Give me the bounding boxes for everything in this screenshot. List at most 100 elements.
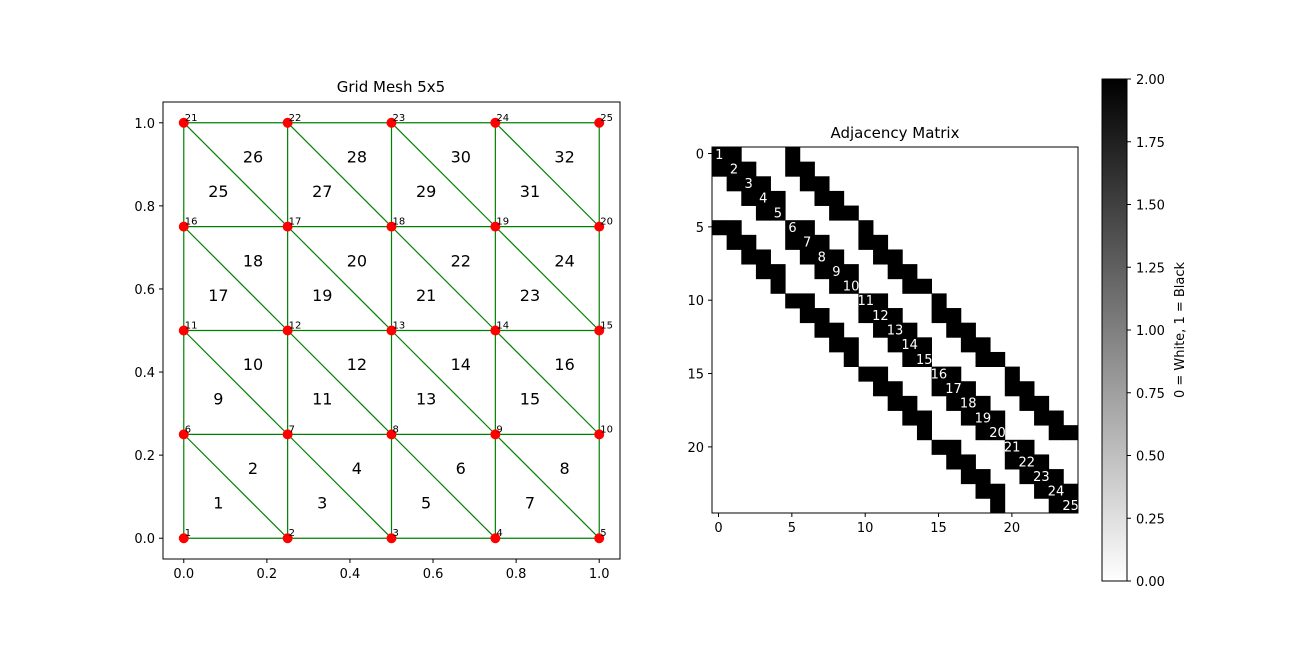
matrix-cell bbox=[1034, 395, 1050, 411]
matrix-cell bbox=[785, 220, 801, 236]
mesh-node-label: 5 bbox=[600, 528, 606, 539]
mesh-x-tick-label: 0.6 bbox=[423, 567, 444, 582]
adjacency-chart: Adjacency Matrix 12345678910111213141516… bbox=[687, 124, 1079, 536]
matrix-cell bbox=[873, 249, 889, 265]
matrix-diagonal-label: 17 bbox=[945, 382, 962, 397]
matrix-diagonal-label: 5 bbox=[774, 206, 782, 221]
matrix-cell bbox=[887, 322, 903, 338]
matrix-diagonal-label: 7 bbox=[803, 236, 811, 251]
mesh-element-label: 32 bbox=[554, 147, 574, 166]
matrix-cell bbox=[829, 190, 845, 206]
matrix-cell bbox=[843, 205, 859, 221]
matrix-cell bbox=[785, 147, 801, 163]
mesh-element-label: 19 bbox=[312, 286, 332, 305]
matrix-cell bbox=[814, 322, 830, 338]
matrix-cell bbox=[755, 249, 771, 265]
mesh-node bbox=[594, 325, 605, 336]
matrix-cell bbox=[887, 337, 903, 353]
mesh-element-label: 25 bbox=[208, 182, 228, 201]
matrix-cell bbox=[946, 322, 962, 338]
matrix-cell bbox=[975, 410, 991, 426]
colorbar-tick-label: 1.75 bbox=[1136, 136, 1165, 151]
matrix-cell bbox=[946, 381, 962, 397]
matrix-x-ticks: 0 5 10 15 20 bbox=[714, 513, 1020, 536]
mesh-element-label: 28 bbox=[347, 147, 367, 166]
matrix-cell bbox=[1019, 454, 1035, 470]
mesh-element-label: 31 bbox=[520, 182, 540, 201]
matrix-cell bbox=[726, 176, 742, 192]
mesh-edge-diagonal bbox=[391, 122, 496, 228]
matrix-diagonal-labels: 1234567891011121314151617181920212223242… bbox=[715, 148, 1078, 513]
matrix-y-ticks: 0 5 10 15 20 bbox=[687, 148, 712, 456]
matrix-cell bbox=[887, 395, 903, 411]
matrix-diagonal-label: 10 bbox=[843, 280, 860, 295]
matrix-cell bbox=[1048, 410, 1064, 426]
mesh-node bbox=[178, 325, 189, 336]
matrix-cell bbox=[814, 264, 830, 280]
matrix-y-tick-label: 5 bbox=[696, 221, 704, 236]
matrix-cell bbox=[799, 308, 815, 324]
matrix-cell bbox=[829, 278, 845, 294]
matrix-cell bbox=[741, 190, 757, 206]
matrix-cell bbox=[814, 234, 830, 250]
mesh-x-tick-label: 0.4 bbox=[340, 567, 361, 582]
matrix-cell bbox=[770, 205, 786, 221]
mesh-x-tick-label: 0.2 bbox=[257, 567, 278, 582]
mesh-node-label: 10 bbox=[600, 424, 613, 435]
matrix-cell bbox=[960, 322, 976, 338]
matrix-cell bbox=[799, 220, 815, 236]
colorbar-tick-label: 1.50 bbox=[1136, 199, 1165, 214]
matrix-diagonal-label: 11 bbox=[857, 294, 874, 309]
matrix-x-tick-label: 5 bbox=[788, 521, 796, 536]
matrix-cell bbox=[712, 220, 728, 236]
mesh-node-label: 12 bbox=[289, 321, 302, 332]
matrix-cell bbox=[887, 264, 903, 280]
matrix-axes-frame bbox=[711, 146, 1079, 514]
mesh-node-label: 15 bbox=[600, 321, 613, 332]
matrix-cell bbox=[799, 249, 815, 265]
matrix-cell bbox=[960, 469, 976, 485]
matrix-cell bbox=[741, 176, 757, 192]
matrix-cell bbox=[799, 293, 815, 309]
matrix-diagonal-label: 6 bbox=[788, 221, 796, 236]
mesh-y-tick-label: 1.0 bbox=[134, 117, 155, 132]
matrix-cell bbox=[829, 322, 845, 338]
mesh-element-label: 2 bbox=[248, 459, 258, 478]
matrix-cell bbox=[1063, 425, 1078, 441]
mesh-node bbox=[178, 429, 189, 440]
matrix-cell bbox=[1034, 469, 1050, 485]
matrix-cell bbox=[843, 278, 859, 294]
matrix-diagonal-label: 13 bbox=[887, 324, 904, 339]
matrix-cell bbox=[916, 337, 932, 353]
matrix-cell bbox=[726, 220, 742, 236]
matrix-cell bbox=[843, 351, 859, 367]
matrix-diagonal-label: 12 bbox=[872, 309, 889, 324]
matrix-cell bbox=[990, 498, 1006, 513]
colorbar: 0.00 0.25 0.50 0.75 1.00 1.25 1.50 1.75 2.00 0 =… bbox=[1101, 73, 1188, 590]
matrix-cell bbox=[858, 366, 874, 382]
matrix-cell bbox=[1004, 454, 1020, 470]
matrix-cells bbox=[712, 147, 1078, 513]
matrix-cell bbox=[990, 483, 1006, 499]
matrix-diagonal-label: 19 bbox=[975, 411, 992, 426]
mesh-node bbox=[490, 429, 501, 440]
matrix-cell bbox=[1063, 483, 1078, 499]
matrix-cell bbox=[858, 234, 874, 250]
mesh-y-tick-label: 0.2 bbox=[134, 449, 155, 464]
mesh-element-labels: 1234567891011121314151617181920212223242… bbox=[208, 147, 575, 512]
mesh-element-label: 29 bbox=[416, 182, 436, 201]
matrix-cell bbox=[902, 395, 918, 411]
matrix-cell bbox=[829, 205, 845, 221]
mesh-element-label: 24 bbox=[554, 251, 574, 270]
mesh-node bbox=[386, 325, 397, 336]
matrix-cell bbox=[975, 425, 991, 441]
matrix-cell bbox=[960, 454, 976, 470]
mesh-node-label: 2 bbox=[289, 528, 295, 539]
matrix-cell bbox=[1034, 454, 1050, 470]
matrix-cell bbox=[1004, 381, 1020, 397]
matrix-cell bbox=[1019, 381, 1035, 397]
matrix-diagonal-label: 4 bbox=[759, 192, 767, 207]
mesh-element-label: 11 bbox=[312, 390, 332, 409]
matrix-cell bbox=[814, 308, 830, 324]
